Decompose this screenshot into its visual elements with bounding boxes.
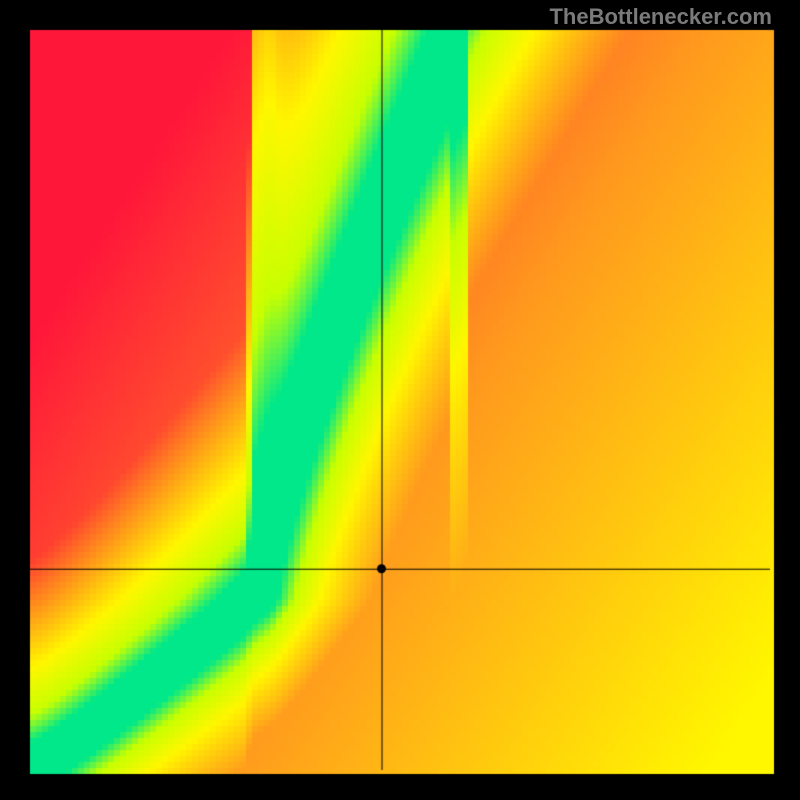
watermark-text: TheBottlenecker.com [549, 4, 772, 30]
bottleneck-heatmap [0, 0, 800, 800]
